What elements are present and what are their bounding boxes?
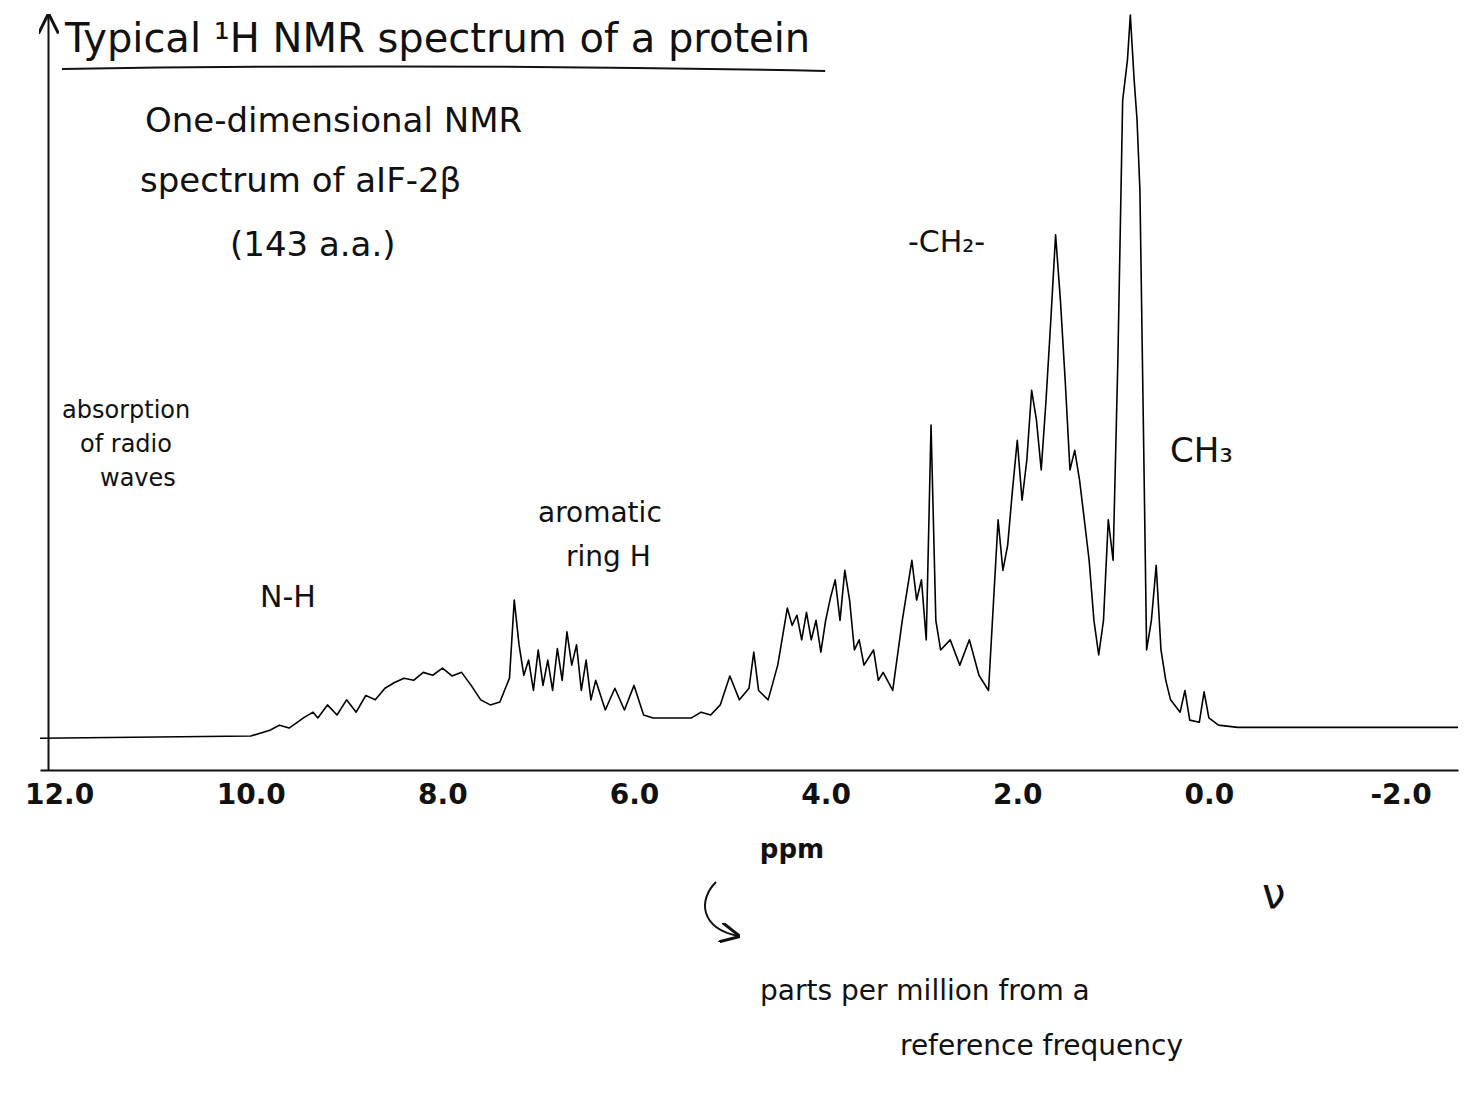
annotation-line: -CH₂-	[908, 224, 985, 259]
x-tick-label: 0.0	[1185, 778, 1235, 811]
annotation-line: CH₃	[1170, 430, 1233, 470]
title-underline	[62, 66, 825, 71]
y-axis-line	[48, 16, 50, 771]
x-tick: 8.0	[418, 770, 468, 811]
x-tick: 12.0	[25, 770, 94, 811]
annotation: -CH₂-	[908, 224, 985, 259]
spectrum-line	[40, 15, 1458, 738]
annotation: N-H	[260, 579, 316, 614]
y-axis-title: absorption of radio waves	[62, 396, 190, 492]
x-tick-label: 12.0	[25, 778, 94, 811]
x-tick-label: 8.0	[418, 778, 468, 811]
x-axis: 12.0 10.0 8.0 6.0 4.0 2.0 0.0 -2.0	[25, 770, 1458, 811]
annotation-line: reference frequency	[900, 1029, 1183, 1062]
title: Typical ¹H NMR spectrum of a protein	[64, 15, 810, 61]
x-tick-label: 10.0	[217, 778, 286, 811]
subtitle: (143 a.a.)	[230, 224, 396, 264]
x-tick: 4.0	[801, 770, 851, 811]
y-axis-title-line: absorption	[62, 396, 190, 424]
x-tick: 10.0	[217, 770, 286, 811]
chart: Typical ¹H NMR spectrum of a protein One-…	[0, 0, 1464, 1093]
x-tick-label: -2.0	[1370, 778, 1431, 811]
annotation: CH₃	[1170, 430, 1233, 470]
x-tick: 6.0	[610, 770, 660, 811]
subtitle: One-dimensional NMR	[145, 100, 522, 140]
annotation-line: ring H	[566, 540, 651, 573]
x-tick-label: 4.0	[801, 778, 851, 811]
y-axis-title-line: of radio	[80, 430, 172, 458]
annotation-line: ν	[1262, 869, 1285, 918]
x-tick-label: 6.0	[610, 778, 660, 811]
x-tick: 2.0	[993, 770, 1043, 811]
x-axis-line	[41, 770, 1459, 772]
y-axis	[48, 16, 49, 771]
note-arrow	[705, 882, 738, 936]
annotation-line: parts per million from a	[760, 974, 1090, 1007]
annotation: parts per million from a reference freque…	[760, 974, 1183, 1062]
x-tick-label: 2.0	[993, 778, 1043, 811]
plot-area	[40, 15, 1458, 738]
annotation-line: aromatic	[538, 496, 662, 529]
y-axis-title-line: waves	[100, 464, 176, 492]
subtitle: spectrum of aIF-2β	[140, 160, 461, 200]
x-tick: 0.0	[1185, 770, 1235, 811]
annotation-line: N-H	[260, 579, 316, 614]
annotation: aromatic ring H	[538, 496, 662, 573]
x-axis-title: ppm	[760, 834, 824, 864]
x-tick: -2.0	[1370, 770, 1431, 811]
annotation: ν	[1262, 869, 1285, 918]
